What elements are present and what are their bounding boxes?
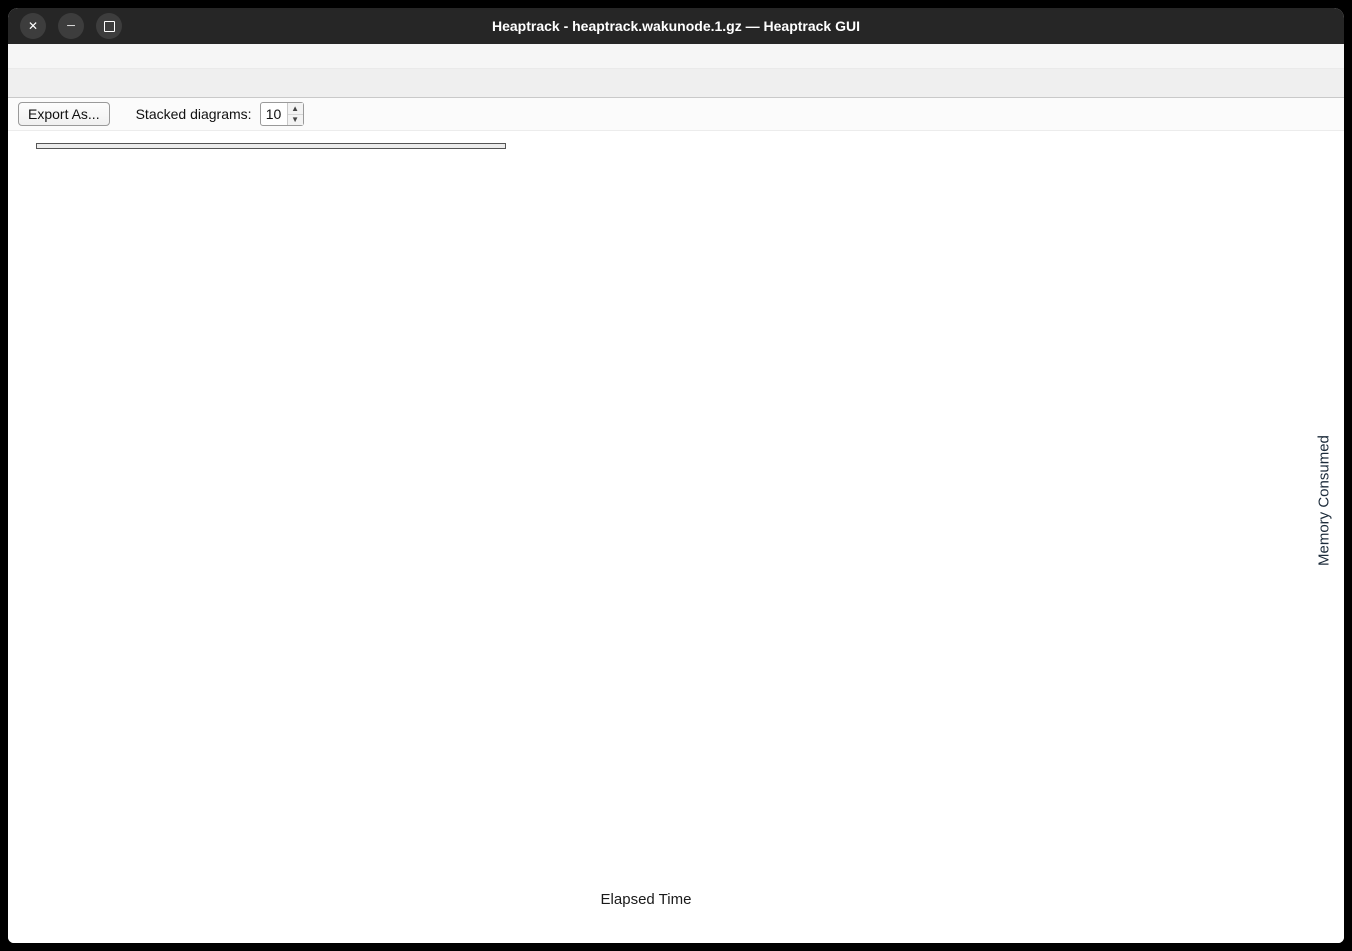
stacked-diagrams-label: Stacked diagrams: — [136, 106, 252, 122]
toolbar: Export As... Stacked diagrams: 10 ▲ ▼ — [8, 98, 1344, 131]
x-axis-title: Elapsed Time — [601, 891, 692, 908]
title-bar[interactable]: Heaptrack - heaptrack.wakunode.1.gz — He… — [8, 8, 1344, 44]
spinner-up-icon[interactable]: ▲ — [288, 103, 303, 115]
y-axis-title: Memory Consumed — [1312, 356, 1336, 646]
stacked-diagrams-stepper[interactable]: 10 ▲ ▼ — [260, 102, 304, 126]
consumed-chart[interactable] — [8, 131, 1344, 943]
minimize-icon[interactable] — [58, 13, 84, 39]
menu-bar — [8, 44, 1344, 69]
chart-legend — [36, 143, 506, 149]
heaptrack-window: Heaptrack - heaptrack.wakunode.1.gz — He… — [8, 8, 1344, 943]
window-title: Heaptrack - heaptrack.wakunode.1.gz — He… — [8, 18, 1344, 34]
maximize-icon[interactable] — [96, 13, 122, 39]
stacked-diagrams-value[interactable]: 10 — [261, 103, 287, 125]
spinner-down-icon[interactable]: ▼ — [288, 115, 303, 126]
chart-area: Elapsed Time Memory Consumed — [8, 131, 1344, 943]
close-icon[interactable] — [20, 13, 46, 39]
export-as-button[interactable]: Export As... — [18, 102, 110, 126]
tab-bar — [8, 69, 1344, 98]
